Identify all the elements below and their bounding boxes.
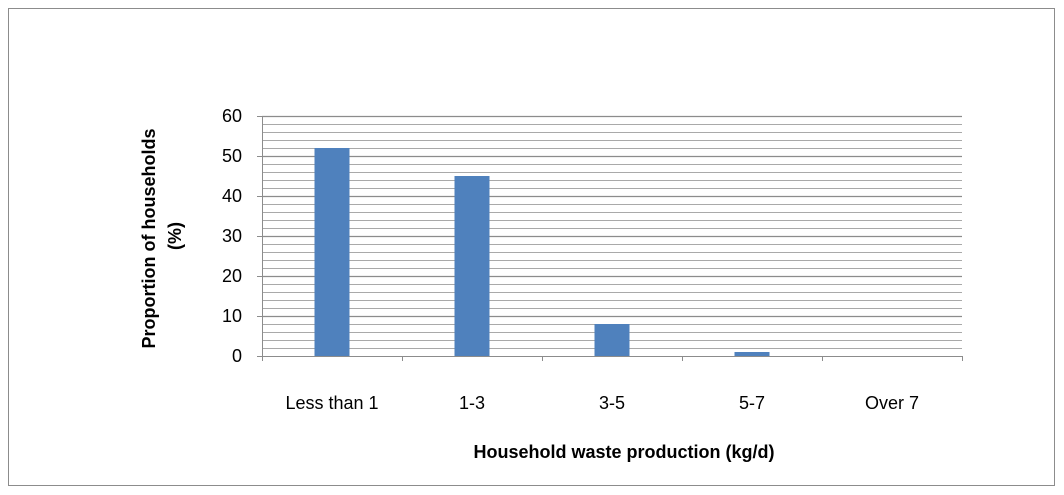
bar-5-7: [734, 352, 770, 356]
bar-3-5: [594, 324, 630, 356]
y-tick-label: 30: [222, 226, 242, 246]
x-tick-label: Less than 1: [285, 393, 378, 413]
y-tick-label: 10: [222, 306, 242, 326]
y-tick-label: 0: [232, 346, 242, 366]
y-tick-label: 50: [222, 146, 242, 166]
bar-1-3: [454, 176, 490, 356]
chart-frame: [8, 8, 1055, 486]
x-axis-title: Household waste production (kg/d): [474, 442, 775, 462]
x-tick-labels: Less than 1 1-3 3-5 5-7 Over 7: [285, 356, 963, 413]
bars: [314, 148, 770, 356]
y-tick-label: 60: [222, 106, 242, 126]
x-tick-label: 3-5: [599, 393, 625, 413]
gridlines: [262, 115, 962, 349]
y-tick-label: 40: [222, 186, 242, 206]
x-tick-label: 1-3: [459, 393, 485, 413]
y-axis-title: Proportion of households (%): [139, 124, 185, 349]
axes: [257, 116, 962, 361]
y-axis-title-line-1: Proportion of households: [139, 129, 159, 349]
y-tick-label: 20: [222, 266, 242, 286]
bar-less-than-1: [314, 148, 350, 356]
x-tick-label: Over 7: [865, 393, 919, 413]
y-tick-labels: 0 10 20 30 40 50 60: [222, 106, 262, 366]
y-axis-title-line-2: (%): [165, 222, 185, 250]
x-tick-label: 5-7: [739, 393, 765, 413]
